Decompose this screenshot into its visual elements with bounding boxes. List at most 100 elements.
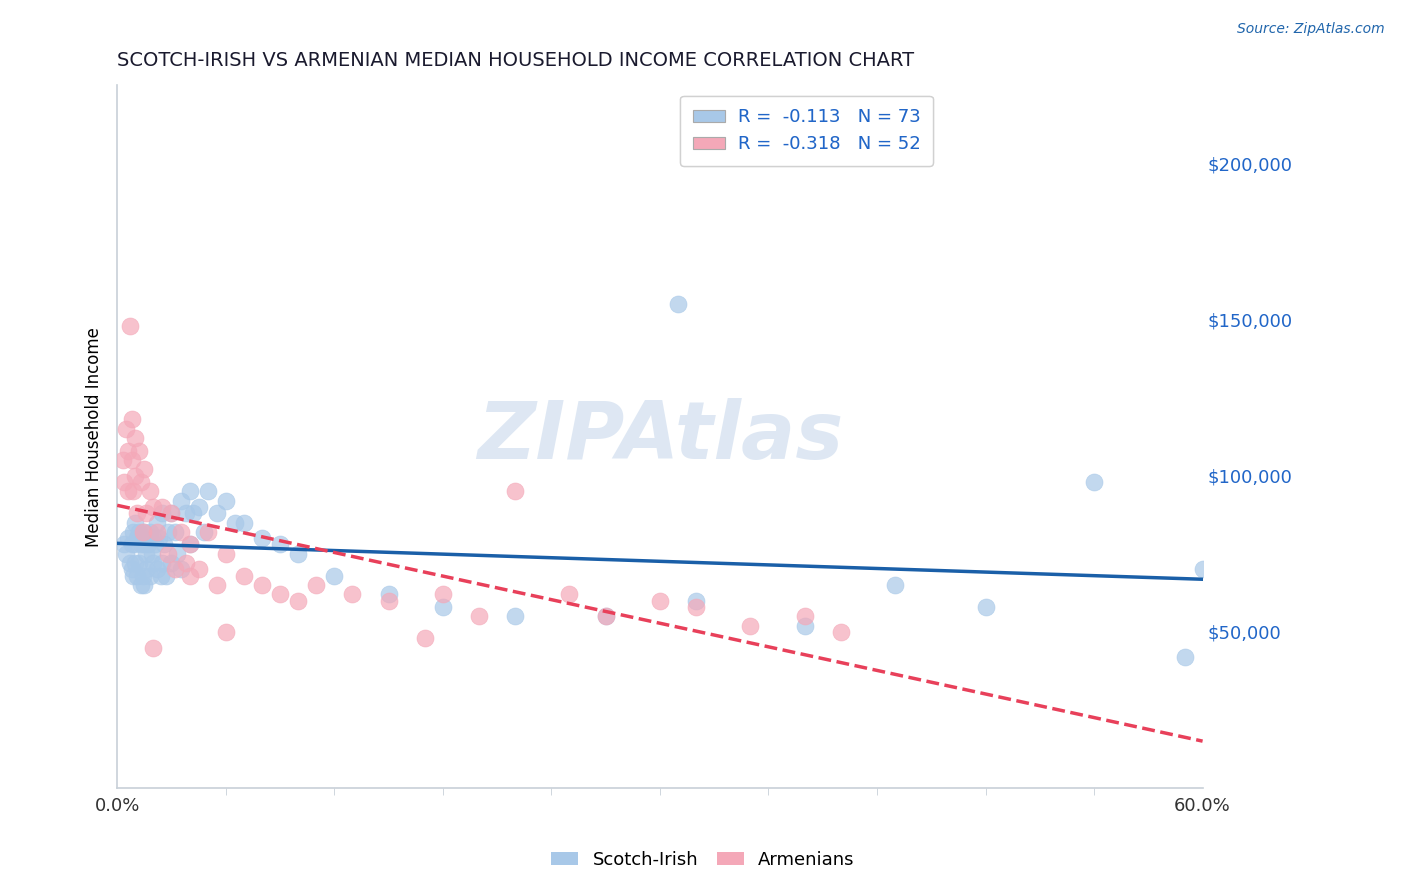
Point — [193, 524, 215, 539]
Point — [187, 500, 209, 514]
Point — [152, 556, 174, 570]
Point — [884, 578, 907, 592]
Point — [1191, 562, 1213, 576]
Point — [142, 556, 165, 570]
Point — [146, 562, 169, 576]
Point — [135, 547, 157, 561]
Point — [117, 443, 139, 458]
Point — [155, 568, 177, 582]
Point — [136, 537, 159, 551]
Point — [135, 562, 157, 576]
Point — [111, 453, 134, 467]
Point — [558, 587, 581, 601]
Point — [269, 537, 291, 551]
Point — [232, 568, 254, 582]
Point — [179, 484, 201, 499]
Point — [148, 531, 170, 545]
Point — [215, 547, 238, 561]
Point — [160, 556, 183, 570]
Point — [377, 587, 399, 601]
Point — [152, 500, 174, 514]
Point — [197, 524, 219, 539]
Point — [215, 493, 238, 508]
Point — [117, 484, 139, 499]
Point — [503, 609, 526, 624]
Point — [127, 506, 149, 520]
Point — [139, 568, 162, 582]
Point — [648, 593, 671, 607]
Point — [146, 524, 169, 539]
Point — [118, 318, 141, 333]
Point — [666, 297, 689, 311]
Legend: R =  -0.113   N = 73, R =  -0.318   N = 52: R = -0.113 N = 73, R = -0.318 N = 52 — [681, 95, 934, 166]
Point — [169, 562, 191, 576]
Point — [432, 587, 454, 601]
Point — [128, 443, 150, 458]
Point — [124, 537, 146, 551]
Point — [129, 475, 152, 489]
Point — [152, 506, 174, 520]
Point — [121, 412, 143, 426]
Y-axis label: Median Household Income: Median Household Income — [86, 326, 103, 547]
Point — [124, 516, 146, 530]
Point — [143, 537, 166, 551]
Point — [117, 531, 139, 545]
Point — [129, 537, 152, 551]
Point — [127, 568, 149, 582]
Point — [134, 462, 156, 476]
Point — [685, 593, 707, 607]
Point — [131, 524, 153, 539]
Point — [121, 562, 143, 576]
Point — [269, 587, 291, 601]
Point — [287, 593, 309, 607]
Point — [740, 618, 762, 632]
Point — [142, 640, 165, 655]
Text: ZIPAtlas: ZIPAtlas — [477, 398, 844, 475]
Text: Source: ZipAtlas.com: Source: ZipAtlas.com — [1237, 22, 1385, 37]
Legend: Scotch-Irish, Armenians: Scotch-Irish, Armenians — [544, 844, 862, 876]
Point — [224, 516, 246, 530]
Point — [134, 524, 156, 539]
Point — [595, 609, 617, 624]
Point — [187, 562, 209, 576]
Point — [156, 524, 179, 539]
Point — [166, 547, 188, 561]
Point — [135, 506, 157, 520]
Point — [142, 500, 165, 514]
Point — [830, 624, 852, 639]
Point — [179, 537, 201, 551]
Point — [121, 453, 143, 467]
Point — [342, 587, 364, 601]
Point — [250, 578, 273, 592]
Point — [122, 484, 145, 499]
Point — [250, 531, 273, 545]
Point — [134, 537, 156, 551]
Point — [121, 537, 143, 551]
Point — [974, 599, 997, 614]
Point — [169, 524, 191, 539]
Point — [124, 556, 146, 570]
Point — [115, 547, 138, 561]
Point — [112, 475, 135, 489]
Point — [141, 547, 163, 561]
Point — [377, 593, 399, 607]
Point — [142, 531, 165, 545]
Point — [205, 578, 228, 592]
Point — [685, 599, 707, 614]
Point — [112, 537, 135, 551]
Point — [131, 568, 153, 582]
Point — [124, 468, 146, 483]
Point — [115, 422, 138, 436]
Point — [1083, 475, 1105, 489]
Point — [215, 624, 238, 639]
Point — [179, 568, 201, 582]
Point — [122, 524, 145, 539]
Point — [149, 568, 172, 582]
Point — [128, 556, 150, 570]
Point — [503, 484, 526, 499]
Point — [160, 506, 183, 520]
Point — [595, 609, 617, 624]
Point — [153, 537, 176, 551]
Text: SCOTCH-IRISH VS ARMENIAN MEDIAN HOUSEHOLD INCOME CORRELATION CHART: SCOTCH-IRISH VS ARMENIAN MEDIAN HOUSEHOL… — [117, 51, 914, 70]
Point — [793, 609, 815, 624]
